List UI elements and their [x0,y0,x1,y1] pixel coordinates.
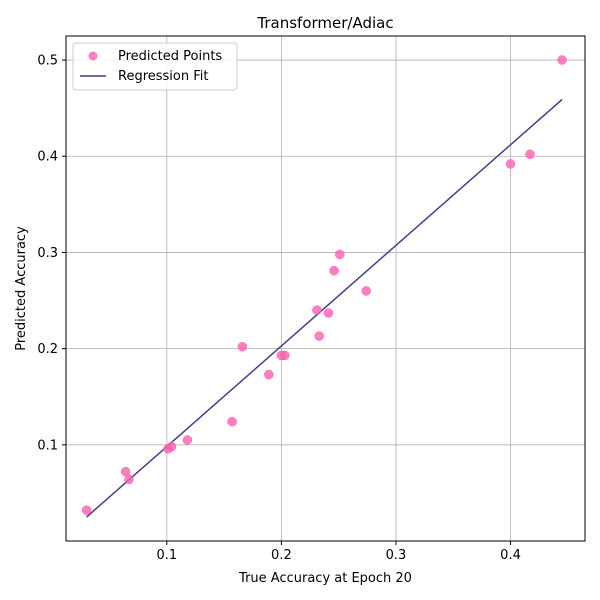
x-tick-label: 0.4 [500,548,521,563]
legend: Predicted Points Regression Fit [72,42,238,91]
x-tick-label: 0.1 [156,548,177,563]
x-tick-label: 0.2 [271,548,292,563]
y-tick-label: 0.5 [37,54,58,69]
scatter-point [124,474,134,485]
plot-area-frame [65,35,586,542]
y-axis-title: Predicted Accuracy [14,226,29,351]
y-tick-label: 0.1 [37,438,58,453]
legend-marker-predicted-points [88,51,98,61]
scatter-point [166,441,177,452]
legend-box [72,42,238,91]
scatter-point [182,435,193,445]
scatter-point [335,249,345,260]
legend-label-predicted-points: Predicted Points [118,49,222,64]
y-tick-label: 0.3 [37,246,58,261]
scatter-point [505,159,516,169]
scatter-point [264,369,274,380]
scatter-point [227,416,237,427]
scatter-point [361,286,371,296]
y-tick-label: 0.2 [37,342,58,357]
legend-label-regression-fit: Regression Fit [118,69,208,84]
scatter-point [525,149,535,160]
y-tick-label: 0.4 [37,150,58,165]
x-tick-label: 0.3 [386,548,407,563]
scatter-point [557,55,567,65]
tick-layer: 0.1 0.2 0.3 0.4 0.1 0.2 0.3 0.4 0.5 [37,54,521,563]
series-layer [81,55,567,518]
scatter-point [329,265,339,276]
scatter-point [314,331,324,341]
scatter-point [323,308,334,318]
scatter-point [280,350,290,361]
chart-title: Transformer/Adiac [256,14,393,32]
scatter-point [312,305,322,315]
x-axis-title: True Accuracy at Epoch 20 [238,571,412,586]
scatter-point [237,341,248,352]
scatter-point [81,505,92,515]
